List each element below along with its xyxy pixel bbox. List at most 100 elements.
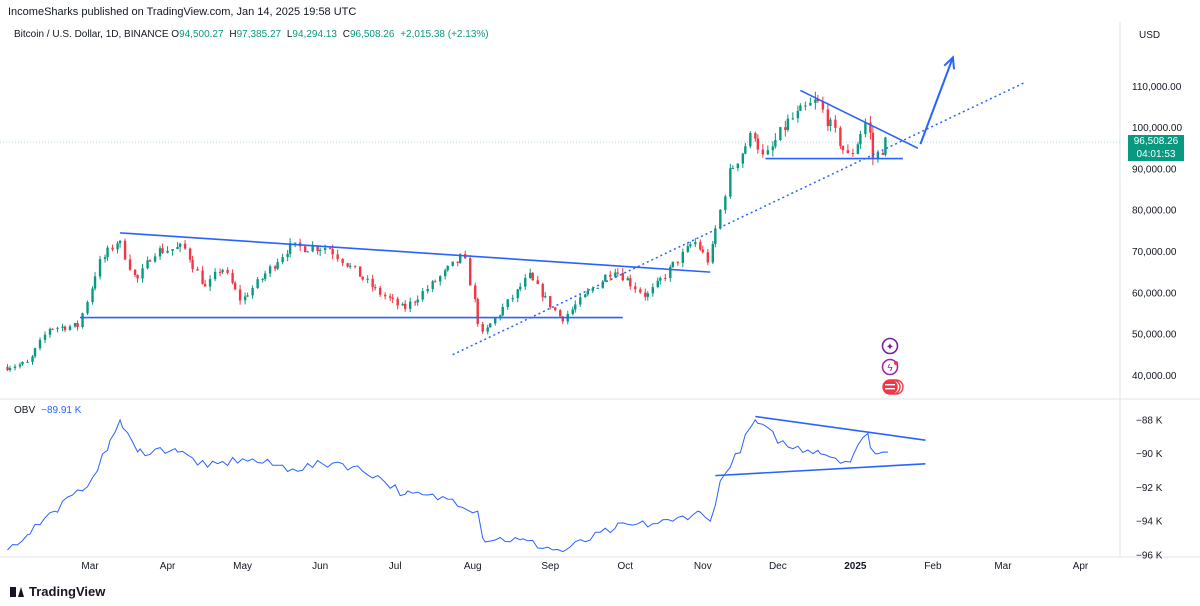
candle-body [416, 299, 419, 303]
candle-body [438, 276, 442, 282]
time-tick-label: Apr [160, 561, 176, 572]
candle-body [141, 268, 144, 279]
candle-body [646, 293, 649, 297]
candle-body [711, 243, 715, 263]
candle-body [176, 246, 179, 250]
candle-body [596, 287, 599, 289]
candle-body [158, 248, 162, 257]
candle-body [318, 249, 322, 252]
candle-body [719, 209, 722, 229]
candle-body [268, 266, 272, 274]
obv-lower-line [715, 463, 926, 477]
candle-body [644, 292, 647, 297]
candle-body [233, 282, 237, 290]
candle-body [456, 261, 459, 263]
candle-body [38, 339, 42, 349]
candle-body [724, 196, 727, 210]
candle-body [486, 327, 489, 332]
candle-body [651, 287, 654, 294]
candle-body [188, 248, 192, 260]
candle-body [281, 257, 284, 263]
candle-body [799, 105, 802, 111]
candle-body [839, 127, 842, 146]
symbol-name[interactable]: Bitcoin / U.S. Dollar, 1D, BINANCE [14, 29, 169, 40]
candle-body [191, 259, 194, 270]
candle-body [559, 310, 562, 317]
tradingview-logo[interactable]: TradingView [10, 584, 105, 599]
candle-body [61, 326, 64, 328]
candle-body [494, 317, 497, 324]
obv-tick-label: −96 K [1136, 551, 1163, 562]
pennant-upper-line [800, 89, 919, 149]
candle-body [303, 246, 307, 253]
candle-body [76, 323, 79, 327]
candle-body [511, 298, 514, 300]
candle-body [323, 248, 327, 250]
candle-body [21, 362, 24, 365]
candle-body [626, 278, 629, 281]
candle-body [804, 105, 807, 107]
candle-body [183, 243, 187, 249]
obv-name[interactable]: OBV [14, 405, 36, 416]
tradingview-name: TradingView [29, 584, 106, 599]
candle-body [629, 278, 632, 287]
lightning-icon[interactable] [881, 358, 899, 376]
candle-body [699, 242, 702, 250]
obv-tick-label: −90 K [1136, 449, 1163, 460]
candle-body [671, 261, 675, 267]
candle-body [238, 289, 242, 301]
us-flag-stripe [885, 388, 895, 390]
candle-body [231, 272, 234, 283]
high-value: 97,385.27 [236, 29, 282, 40]
candle-body [771, 146, 775, 151]
candle-body [396, 298, 399, 306]
candle-body [531, 272, 534, 281]
candle-body [218, 271, 222, 273]
candle-body [856, 144, 860, 154]
upper-trendline [120, 232, 711, 273]
candle-body [256, 279, 259, 289]
candle-body [841, 145, 845, 151]
candle-body [133, 269, 137, 276]
candle-body [579, 297, 582, 305]
candle-body [353, 265, 357, 267]
candle-body [311, 246, 314, 252]
candle-body [358, 266, 362, 277]
candle-body [146, 260, 149, 269]
candle-body [544, 296, 547, 298]
candle-body [293, 242, 297, 244]
candle-body [331, 248, 334, 255]
price-tick-label: 90,000.00 [1132, 164, 1177, 175]
candle-body [446, 265, 449, 271]
price-tick-label: 100,000.00 [1132, 123, 1182, 134]
candle-body [621, 272, 624, 281]
time-tick-label: Nov [694, 561, 712, 572]
candle-body [884, 137, 887, 155]
high-label: H [229, 29, 237, 40]
candle-body [669, 266, 672, 279]
candle-body [63, 326, 67, 330]
us-flag-stripe [885, 384, 895, 386]
candle-body [476, 299, 479, 325]
candle-body [171, 249, 174, 251]
price-tick-label: 110,000.00 [1132, 82, 1182, 93]
candle-body [664, 277, 667, 279]
candle-body [871, 132, 875, 159]
candle-body [286, 253, 289, 258]
obv-tick-label: −92 K [1136, 483, 1163, 494]
us-flag-icon[interactable] [883, 380, 897, 394]
candle-body [203, 283, 207, 287]
candle-body [388, 296, 392, 298]
candle-body [756, 138, 760, 150]
candle-body [263, 273, 267, 279]
candle-body [106, 247, 109, 258]
currency-label[interactable]: USD [1139, 30, 1161, 41]
star-icon[interactable] [881, 337, 899, 355]
obv-upper-line [755, 415, 926, 441]
candle-body [469, 258, 472, 286]
candle-body [91, 288, 94, 303]
candle-body [744, 146, 747, 154]
candle-body [584, 294, 587, 298]
candle-body [431, 281, 434, 289]
